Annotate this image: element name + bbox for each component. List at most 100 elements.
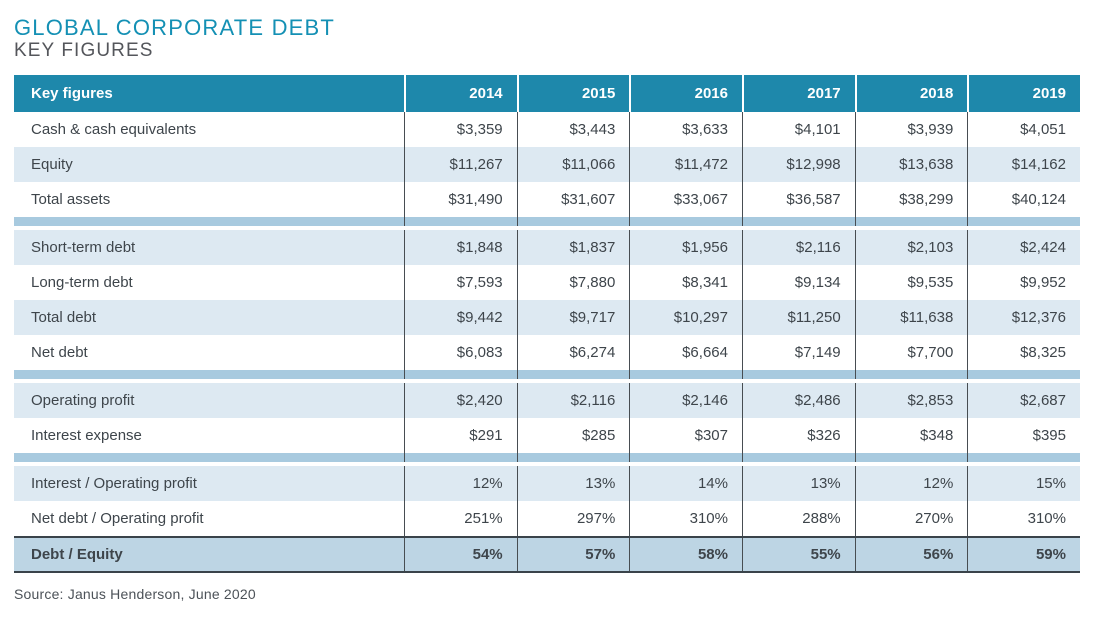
row-value-2014: $31,490 xyxy=(404,182,517,218)
key-figures-table: Key figures 2014 2015 2016 2017 2018 2019 Cash … xyxy=(14,75,1080,574)
row-value-2018: $13,638 xyxy=(854,147,968,183)
row-label: Short-term debt xyxy=(31,239,136,257)
row-value-2014: $6,083 xyxy=(404,335,517,371)
row-value-2015: 13% xyxy=(516,466,630,502)
row-label: Net debt / Operating profit xyxy=(31,510,204,528)
row-value-2017: $12,998 xyxy=(741,147,855,183)
band-cell xyxy=(629,370,742,380)
band-cell xyxy=(741,370,855,380)
band-cell xyxy=(967,217,1080,227)
row-value-2017: $326 xyxy=(741,418,855,454)
row-value-2014: $11,267 xyxy=(404,147,517,183)
row-value-2017: $2,116 xyxy=(741,230,855,266)
band-cell xyxy=(854,370,968,380)
row-value-2017: $9,134 xyxy=(741,265,855,301)
row-value-2018: 56% xyxy=(854,538,968,572)
row-value-2018: 12% xyxy=(854,466,968,502)
band-cell xyxy=(741,453,855,463)
row-value-2014: $7,593 xyxy=(404,265,517,301)
header-key-figures: Key figures xyxy=(31,85,113,103)
row-label: Equity xyxy=(31,156,73,174)
header-year-2019: 2019 xyxy=(967,75,1080,113)
band-cell xyxy=(629,453,742,463)
source-note: Source: Janus Henderson, June 2020 xyxy=(14,586,256,603)
row-label: Debt / Equity xyxy=(31,546,123,564)
table-row: Cash & cash equivalents $3,359 $3,443 $3,63… xyxy=(14,112,1080,148)
row-value-2019: 310% xyxy=(967,501,1080,537)
table-row: Interest expense $291 $285 $307 $326 $348 $395 xyxy=(14,418,1080,454)
section-band xyxy=(14,453,1080,463)
row-value-2017: $4,101 xyxy=(741,112,855,148)
row-value-2014: $3,359 xyxy=(404,112,517,148)
row-value-2015: $9,717 xyxy=(516,300,630,336)
row-value-2018: $9,535 xyxy=(854,265,968,301)
band-cell xyxy=(854,217,968,227)
table-row: Long-term debt $7,593 $7,880 $8,341 $9,134 $9… xyxy=(14,265,1080,301)
row-value-2014: $9,442 xyxy=(404,300,517,336)
row-value-2015: $7,880 xyxy=(516,265,630,301)
band-cell xyxy=(14,453,404,462)
row-value-2018: $2,103 xyxy=(854,230,968,266)
row-label: Total assets xyxy=(31,191,111,209)
row-value-2016: $33,067 xyxy=(629,182,742,218)
band-cell xyxy=(741,217,855,227)
row-value-2014: 251% xyxy=(404,501,517,537)
header-year-2018: 2018 xyxy=(854,75,968,113)
row-value-2019: $9,952 xyxy=(967,265,1080,301)
band-cell xyxy=(14,217,404,226)
row-value-2016: $307 xyxy=(629,418,742,454)
table-row: Equity $11,267 $11,066 $11,472 $12,998 $13,63… xyxy=(14,147,1080,183)
row-value-2014: 12% xyxy=(404,466,517,502)
band-cell xyxy=(404,217,517,227)
band-cell xyxy=(967,453,1080,463)
table-row: Short-term debt $1,848 $1,837 $1,956 $2,116 $… xyxy=(14,230,1080,266)
row-value-2015: $285 xyxy=(516,418,630,454)
row-value-2016: $3,633 xyxy=(629,112,742,148)
row-value-2018: $2,853 xyxy=(854,383,968,419)
row-value-2019: $14,162 xyxy=(967,147,1080,183)
page-title: GLOBAL CORPORATE DEBT xyxy=(14,15,336,40)
band-cell xyxy=(14,370,404,379)
row-value-2019: $2,687 xyxy=(967,383,1080,419)
band-cell xyxy=(629,217,742,227)
row-value-2015: $1,837 xyxy=(516,230,630,266)
row-value-2018: $38,299 xyxy=(854,182,968,218)
row-label: Operating profit xyxy=(31,392,135,410)
row-value-2015: $2,116 xyxy=(516,383,630,419)
row-label: Cash & cash equivalents xyxy=(31,121,197,139)
row-value-2014: 54% xyxy=(404,538,517,572)
row-value-2016: $1,956 xyxy=(629,230,742,266)
band-cell xyxy=(404,370,517,380)
page: GLOBAL CORPORATE DEBT KEY FIGURES Key fi… xyxy=(14,15,1080,603)
row-value-2019: $395 xyxy=(967,418,1080,454)
band-cell xyxy=(516,217,630,227)
header-year-2016: 2016 xyxy=(629,75,742,113)
row-value-2016: 58% xyxy=(629,538,742,572)
band-cell xyxy=(854,453,968,463)
row-value-2019: 59% xyxy=(967,538,1080,572)
row-value-2019: $8,325 xyxy=(967,335,1080,371)
table-row: Interest / Operating profit 12% 13% 14% 13% 1… xyxy=(14,466,1080,502)
row-value-2015: $3,443 xyxy=(516,112,630,148)
row-value-2017: $2,486 xyxy=(741,383,855,419)
row-value-2017: $7,149 xyxy=(741,335,855,371)
row-value-2017: $36,587 xyxy=(741,182,855,218)
row-value-2019: $2,424 xyxy=(967,230,1080,266)
table-row: Debt / Equity 54% 57% 58% 55% 56% 59% xyxy=(14,536,1080,574)
row-value-2019: $40,124 xyxy=(967,182,1080,218)
row-label: Interest / Operating profit xyxy=(31,475,197,493)
header-year-2017: 2017 xyxy=(741,75,855,113)
section-band xyxy=(14,217,1080,227)
row-value-2018: $3,939 xyxy=(854,112,968,148)
row-value-2017: $11,250 xyxy=(741,300,855,336)
row-value-2018: $7,700 xyxy=(854,335,968,371)
row-value-2018: $348 xyxy=(854,418,968,454)
row-value-2016: $8,341 xyxy=(629,265,742,301)
header-year-2014: 2014 xyxy=(404,75,517,113)
table-row: Total debt $9,442 $9,717 $10,297 $11,250 $11,… xyxy=(14,300,1080,336)
row-label: Total debt xyxy=(31,309,97,327)
row-value-2015: $31,607 xyxy=(516,182,630,218)
band-cell xyxy=(967,370,1080,380)
row-value-2017: 288% xyxy=(741,501,855,537)
header-year-2015: 2015 xyxy=(516,75,630,113)
